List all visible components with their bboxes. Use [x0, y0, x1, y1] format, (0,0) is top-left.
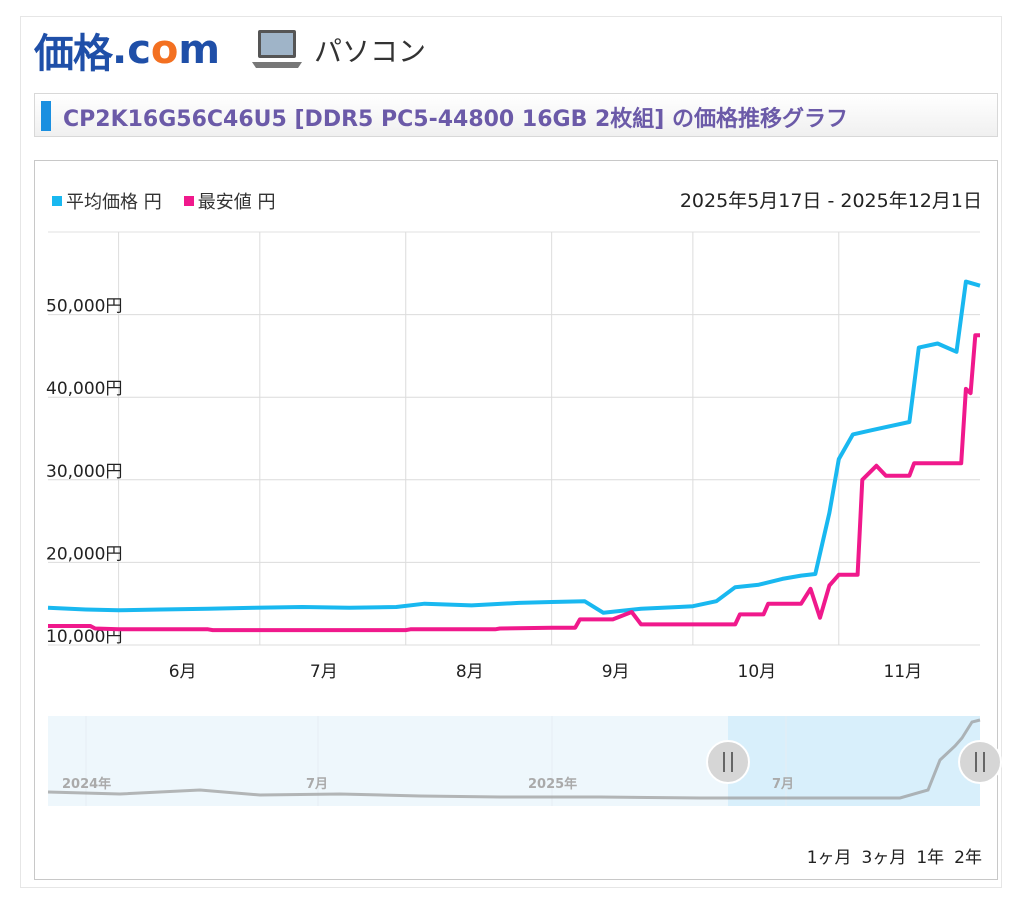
- chart-grid: [48, 231, 980, 646]
- x-tick-label: 11月: [883, 662, 922, 682]
- y-tick-label: 20,000円: [46, 544, 122, 564]
- navigator-handle-left[interactable]: [706, 740, 750, 784]
- logo-m: m: [178, 27, 221, 73]
- x-tick-label: 6月: [169, 662, 197, 682]
- x-tick-label: 7月: [310, 662, 338, 682]
- y-tick-label: 40,000円: [46, 379, 122, 399]
- legend-item-avg[interactable]: 平均価格 円: [52, 188, 162, 214]
- legend-swatch-min: [183, 196, 194, 206]
- chart-legend: 平均価格 円 最安値 円: [52, 188, 293, 214]
- navigator-label: 7月: [306, 777, 328, 792]
- logo-o: o: [150, 27, 179, 73]
- title-accent: [41, 101, 51, 131]
- series-line-min: [48, 333, 980, 633]
- laptop-icon: [252, 30, 302, 68]
- category-label[interactable]: パソコン: [314, 35, 427, 68]
- navigator-label: 2025年: [528, 776, 577, 792]
- range-1m-button[interactable]: 1ヶ月: [806, 848, 852, 868]
- navigator-label: 7月: [772, 777, 794, 792]
- x-axis: 6月 7月 8月 9月 10月 11月: [169, 662, 922, 682]
- navigator-handle-right[interactable]: [958, 740, 1002, 784]
- x-tick-label: 8月: [456, 662, 484, 682]
- series-line-avg: [47, 279, 981, 615]
- legend-swatch-avg: [52, 196, 62, 206]
- range-3m-button[interactable]: 3ヶ月: [861, 848, 907, 868]
- page-title: CP2K16G56C46U5 [DDR5 PC5-44800 16GB 2枚組]…: [63, 107, 849, 132]
- range-1y-button[interactable]: 1年: [916, 848, 945, 868]
- y-axis: 10,000円 20,000円 30,000円 40,000円 50,000円: [46, 297, 122, 647]
- range-navigator: 2024年 7月 2025年 7月: [47, 716, 1002, 806]
- logo-c: c: [127, 27, 151, 73]
- navigator-series: [47, 718, 981, 800]
- legend-label-avg: 平均価格 円: [66, 192, 162, 213]
- legend-label-min: 最安値 円: [197, 192, 276, 213]
- navigator-selection: [728, 716, 980, 806]
- y-tick-label: 50,000円: [46, 297, 122, 317]
- legend-item-min[interactable]: 最安値 円: [183, 188, 276, 214]
- logo-kakaku-text: 価格: [34, 31, 113, 77]
- navigator-label: 2024年: [62, 776, 111, 792]
- series-lines: [47, 279, 981, 633]
- range-2y-button[interactable]: 2年: [954, 848, 982, 868]
- x-tick-label: 10月: [738, 662, 777, 682]
- x-tick-label: 9月: [602, 662, 630, 682]
- logo-dot: .: [112, 27, 128, 73]
- range-buttons: 1ヶ月 3ヶ月 1年 2年: [807, 843, 982, 868]
- page-frame: [20, 16, 1002, 888]
- date-range: 2025年5月17日 - 2025年12月1日: [679, 190, 982, 212]
- title-bar: CP2K16G56C46U5 [DDR5 PC5-44800 16GB 2枚組]…: [34, 93, 998, 137]
- kakaku-logo[interactable]: 価格 . c o m: [34, 24, 221, 77]
- y-tick-label: 10,000円: [46, 627, 122, 647]
- y-tick-label: 30,000円: [46, 462, 122, 482]
